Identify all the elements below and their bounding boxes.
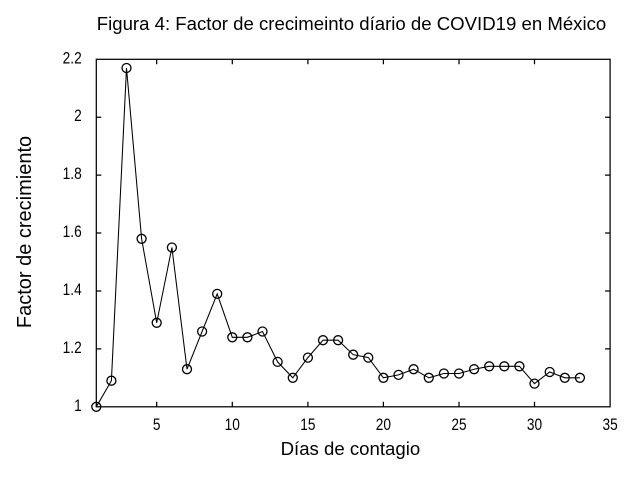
- svg-text:1.6: 1.6: [63, 223, 82, 241]
- svg-text:2.2: 2.2: [63, 49, 82, 67]
- svg-text:2: 2: [74, 107, 82, 125]
- svg-text:15: 15: [300, 416, 315, 434]
- svg-text:Días de contagio: Días de contagio: [281, 438, 421, 459]
- svg-text:1: 1: [74, 397, 82, 415]
- svg-text:25: 25: [451, 416, 466, 434]
- svg-text:30: 30: [527, 416, 542, 434]
- svg-text:Figura 4: Factor de crecimeint: Figura 4: Factor de crecimeinto díario d…: [97, 13, 607, 34]
- svg-text:10: 10: [225, 416, 240, 434]
- svg-text:1.2: 1.2: [63, 339, 82, 357]
- svg-text:5: 5: [153, 416, 161, 434]
- svg-text:1.8: 1.8: [63, 165, 82, 183]
- svg-text:20: 20: [376, 416, 391, 434]
- svg-text:35: 35: [602, 416, 617, 434]
- svg-text:1.4: 1.4: [63, 281, 82, 299]
- svg-text:Factor de crecimiento: Factor de crecimiento: [14, 136, 36, 328]
